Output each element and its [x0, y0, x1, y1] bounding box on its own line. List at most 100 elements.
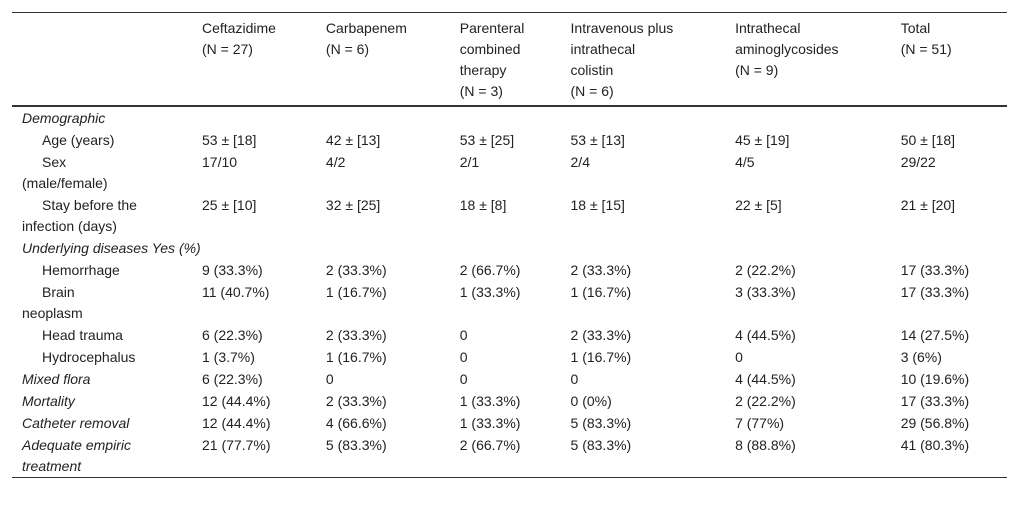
table-cell: 50 ± [18]	[900, 132, 956, 148]
header-cell: Intravenous plus intrathecal colistin (N = …	[560, 12, 726, 107]
header-line: aminoglycosides	[735, 41, 839, 57]
header-row: Ceftazidime (N = 27) Carbapenem (N = 6) Pare…	[12, 12, 1007, 107]
table-cell: 53 ± [18]	[202, 132, 257, 148]
table-cell: 5 (83.3%)	[570, 415, 632, 431]
header-line: Ceftazidime	[202, 20, 276, 36]
table-row: Age (years) 53 ± [18] 42 ± [13] 53 ± [25] 53…	[12, 129, 1007, 151]
header-line: combined	[459, 41, 521, 57]
table-cell: 2 (33.3%)	[325, 262, 387, 278]
header-cell: Parenteral combined therapy (N = 3)	[449, 12, 561, 107]
table-cell: 3 (33.3%)	[735, 284, 796, 300]
label-line: Head trauma	[42, 327, 123, 343]
header-cell: Carbapenem (N = 6)	[315, 12, 450, 107]
table-cell: 17 (33.3%)	[900, 393, 970, 409]
table-cell: 18 ± [15]	[570, 197, 625, 213]
label-line: Sex	[42, 154, 67, 170]
table-cell: 32 ± [25]	[325, 197, 381, 213]
table-cell: 12 (44.4%)	[202, 393, 271, 409]
table-cell: 10 (19.6%)	[900, 371, 970, 387]
table-cell: 17 (33.3%)	[900, 284, 970, 300]
table-cell: 1 (16.7%)	[325, 284, 387, 300]
label-line: (male/female)	[22, 175, 108, 191]
table-cell: 45 ± [19]	[735, 132, 790, 148]
table-cell: 1 (16.7%)	[325, 349, 387, 365]
table-cell: 6 (22.3%)	[202, 327, 263, 343]
label-line: Hemorrhage	[42, 262, 120, 278]
table-cell: 29 (56.8%)	[900, 415, 970, 431]
table-cell: 53 ± [25]	[459, 132, 515, 148]
row-label: Hemorrhage	[12, 259, 192, 281]
label-line: treatment	[22, 458, 82, 474]
label-line: Mortality	[22, 393, 75, 409]
table-cell: 1 (16.7%)	[570, 284, 632, 300]
table-cell: 4 (66.6%)	[325, 415, 387, 431]
table-cell: 14 (27.5%)	[900, 327, 970, 343]
header-cell: Total (N = 51)	[890, 12, 1007, 107]
table-cell: 0 (0%)	[570, 393, 612, 409]
header-line: Intravenous plus	[570, 20, 674, 36]
table-cell: 41 (80.3%)	[900, 437, 970, 453]
label-line: Stay before the	[42, 197, 137, 213]
table-cell: 2/1	[459, 154, 480, 170]
table-cell: 12 (44.4%)	[202, 415, 271, 431]
header-line: colistin	[570, 62, 614, 78]
table-cell: 18 ± [8]	[459, 197, 507, 213]
header-line: therapy	[459, 62, 507, 78]
label-line: Mixed flora	[22, 371, 91, 387]
table-cell: 6 (22.3%)	[202, 371, 263, 387]
table-cell: 2 (66.7%)	[459, 262, 521, 278]
row-label: Head trauma	[12, 324, 192, 346]
table-row: Hydrocephalus 1 (3.7%) 1 (16.7%) 0 1 (16.7%)…	[12, 346, 1007, 368]
table-cell: 21 (77.7%)	[202, 437, 271, 453]
row-label: Sex (male/female)	[12, 151, 192, 194]
header-corner	[12, 12, 192, 107]
table-cell: 11 (40.7%)	[202, 284, 270, 300]
table-row: Brain neoplasm 11 (40.7%) 1 (16.7%) 1 (33.3%…	[12, 281, 1007, 324]
table-cell: 2 (66.7%)	[459, 437, 521, 453]
table-cell: 4 (44.5%)	[735, 327, 796, 343]
table-cell: 1 (33.3%)	[459, 284, 521, 300]
table-cell: 42 ± [13]	[325, 132, 381, 148]
label-line: neoplasm	[22, 305, 83, 321]
label-line: Adequate empiric	[22, 437, 131, 453]
section-title: Demographic	[22, 110, 106, 126]
table-cell: 2 (33.3%)	[325, 327, 387, 343]
label-line: Age (years)	[42, 132, 115, 148]
header-line: intrathecal	[570, 41, 636, 57]
table-cell: 9 (33.3%)	[202, 262, 263, 278]
row-label: Hydrocephalus	[12, 346, 192, 368]
section-row: Demographic	[12, 106, 1007, 129]
table-cell: 5 (83.3%)	[570, 437, 632, 453]
table-cell: 0	[459, 349, 468, 365]
table-cell: 4/2	[325, 154, 346, 170]
table-cell: 0	[570, 371, 579, 387]
table-cell: 8 (88.8%)	[735, 437, 796, 453]
table-row: Adequate empiric treatment 21 (77.7%) 5 (83…	[12, 434, 1007, 478]
row-label: Age (years)	[12, 129, 192, 151]
header-line: Total	[900, 20, 931, 36]
table-cell: 2/4	[570, 154, 590, 170]
table-row: Stay before the infection (days) 25 ± [10]…	[12, 194, 1007, 237]
header-line: Intrathecal	[735, 20, 801, 36]
header-line: (N = 27)	[202, 41, 253, 57]
section-row: Underlying diseases Yes (%)	[12, 237, 1007, 259]
header-line: Parenteral	[459, 20, 525, 36]
table-body: Demographic Age (years) 53 ± [18] 42 ± [13]…	[12, 106, 1007, 478]
row-label: Stay before the infection (days)	[12, 194, 192, 237]
label-line: infection (days)	[22, 218, 117, 234]
table-cell: 0	[459, 327, 468, 343]
row-label: Adequate empiric treatment	[12, 434, 192, 478]
table-header: Ceftazidime (N = 27) Carbapenem (N = 6) Pare…	[12, 12, 1007, 107]
table-cell: 2 (22.2%)	[735, 262, 796, 278]
header-line: (N = 9)	[735, 62, 779, 78]
header-line: (N = 51)	[900, 41, 952, 57]
table-cell: 1 (33.3%)	[459, 415, 521, 431]
table-cell: 1 (33.3%)	[459, 393, 521, 409]
table-cell: 5 (83.3%)	[325, 437, 387, 453]
label-line: Brain	[42, 284, 75, 300]
table-cell: 1 (3.7%)	[202, 349, 255, 365]
table-cell: 17/10	[202, 154, 238, 170]
table-cell: 3 (6%)	[900, 349, 942, 365]
header-line: (N = 3)	[459, 83, 503, 99]
